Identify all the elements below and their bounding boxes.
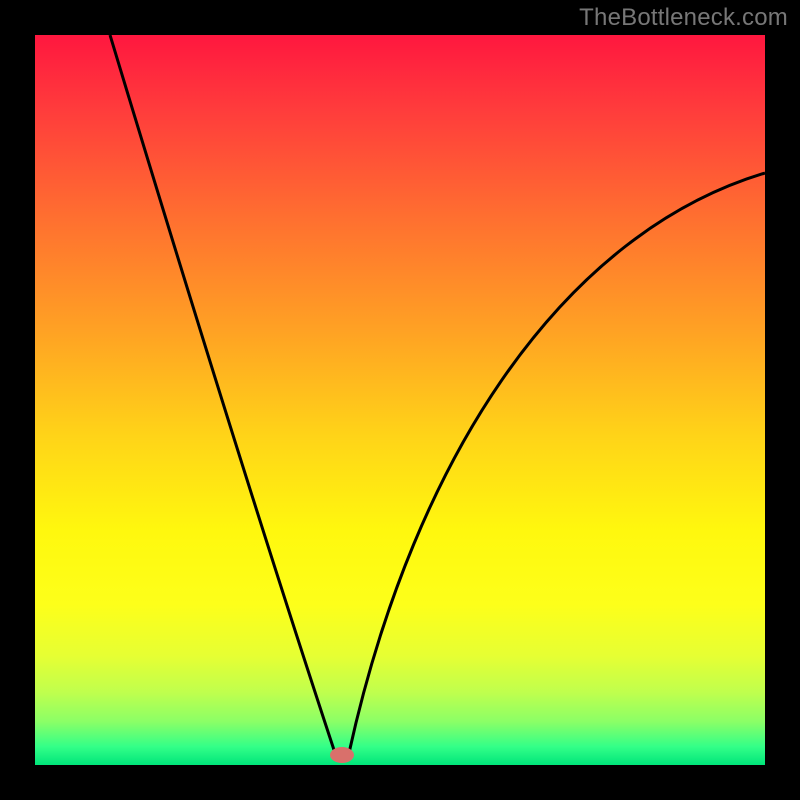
curve-right-branch <box>349 173 765 753</box>
curve-overlay <box>35 35 765 765</box>
plot-area <box>35 35 765 765</box>
watermark-text: TheBottleneck.com <box>579 4 788 32</box>
bottleneck-marker <box>330 747 354 763</box>
curve-left-branch <box>110 35 335 753</box>
